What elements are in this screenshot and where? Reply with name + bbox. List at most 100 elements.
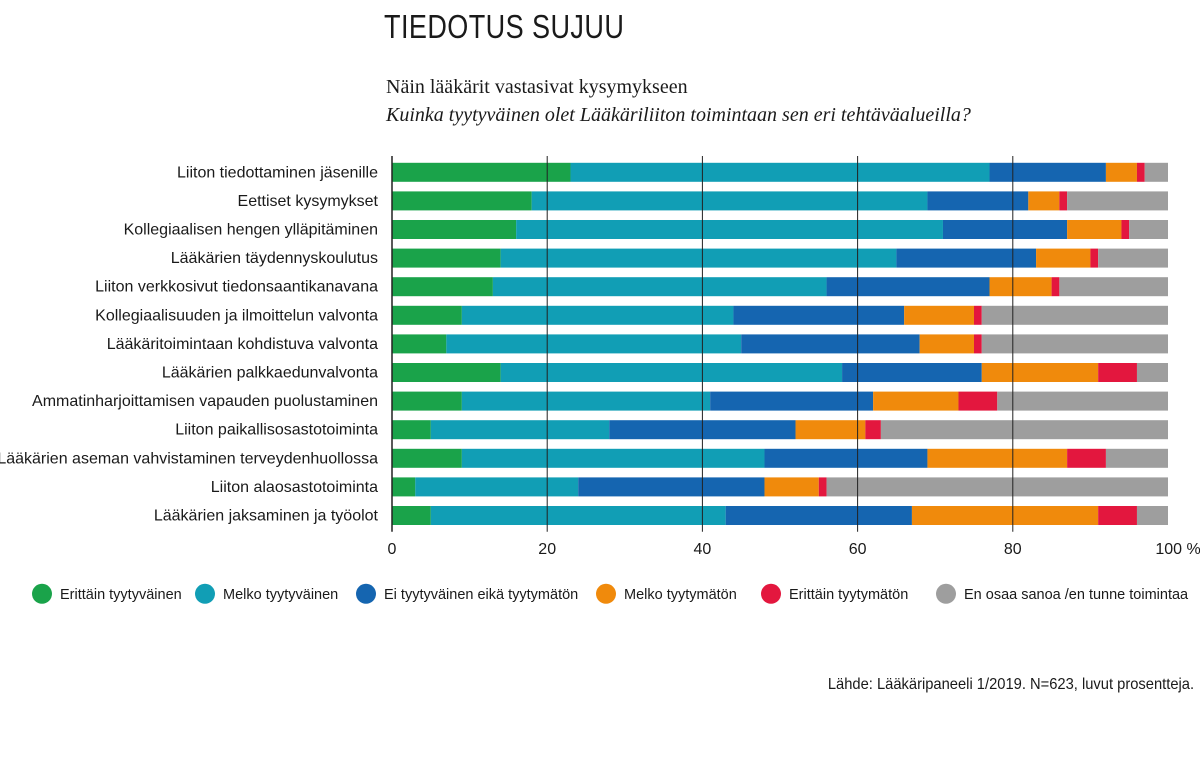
bar-segment <box>1067 220 1122 239</box>
bar-segment <box>392 277 493 297</box>
bar-segment <box>446 334 742 354</box>
category-label: Lääkärien aseman vahvistaminen terveyden… <box>0 450 378 467</box>
bar-segment <box>911 506 1099 525</box>
category-label: Liiton verkkosivut tiedonsaantikanavana <box>95 279 378 296</box>
bar-segment <box>570 162 990 182</box>
x-tick-label: 100 % <box>1155 541 1200 558</box>
bar-segment <box>1144 162 1168 182</box>
bar-segment <box>764 448 928 468</box>
bar-segment <box>1098 363 1137 382</box>
bar-segment <box>1136 506 1168 525</box>
bar-segment <box>415 477 579 497</box>
bar-segment <box>826 477 1168 497</box>
bar-segment <box>1129 220 1168 239</box>
bar-segment <box>392 305 462 325</box>
bar-segment <box>1105 448 1168 468</box>
bar-segment <box>826 277 990 297</box>
category-label: Lääkärien täydennyskoulutus <box>171 250 378 267</box>
bar-segment <box>989 277 1052 297</box>
x-tick-label: 60 <box>849 541 867 558</box>
bar-segment <box>500 248 897 268</box>
bar-segment <box>997 391 1168 411</box>
x-tick-label: 0 <box>388 541 397 558</box>
bar-segment <box>733 305 905 325</box>
legend-label: En osaa sanoa /en tunne toimintaa <box>964 587 1189 603</box>
chart-subtitle: Näin lääkärit vastasivat kysymykseen <box>386 76 688 98</box>
bar-segment <box>461 305 734 325</box>
x-tick-label: 40 <box>694 541 712 558</box>
bar-segment <box>531 191 928 211</box>
x-tick-label: 20 <box>538 541 556 558</box>
bar-segment <box>880 420 1168 440</box>
bar-segment <box>1121 220 1130 239</box>
bar-segment <box>461 448 765 468</box>
bar-segment <box>392 248 501 268</box>
bar-segment <box>1098 506 1137 525</box>
bar-segment <box>1036 248 1091 268</box>
legend-marker <box>195 583 215 604</box>
category-label: Lääkärien palkkaedunvalvonta <box>162 365 378 382</box>
bar-segment <box>392 506 431 525</box>
bar-segment <box>392 420 431 440</box>
bar-segment <box>818 477 827 497</box>
source-note: Lähde: Lääkäripaneeli 1/2019. N=623, luv… <box>827 676 1194 693</box>
bar-segment <box>500 363 843 382</box>
bar-segment <box>865 420 881 440</box>
bar-segment <box>896 248 1037 268</box>
bar-segment <box>974 305 982 325</box>
bar-segment <box>430 420 610 440</box>
category-label: Kollegiaalisen hengen ylläpitäminen <box>124 222 378 239</box>
bar-segment <box>578 477 765 497</box>
bar-segment <box>430 506 726 525</box>
bar-segment <box>981 334 1168 354</box>
bar-segment <box>725 506 912 525</box>
chart-question: Kuinka tyytyväinen olet Lääkäriliiton to… <box>386 104 971 126</box>
bar-segment <box>392 391 462 411</box>
legend-label: Melko tyytyväinen <box>223 587 338 603</box>
bar-segment <box>764 477 819 497</box>
category-label: Liiton paikallisosastotoiminta <box>175 422 378 439</box>
bar-segment <box>1051 277 1060 297</box>
x-tick-label: 80 <box>1004 541 1022 558</box>
bar-segment <box>1067 448 1106 468</box>
bar-segment <box>1136 363 1168 382</box>
bar-segment <box>461 391 711 411</box>
bar-segment <box>392 363 501 382</box>
bar-segment <box>981 363 1099 382</box>
bar-segment <box>392 191 532 211</box>
bar-segment <box>1090 248 1099 268</box>
bar-segment <box>1067 191 1168 211</box>
legend-marker <box>32 583 52 604</box>
bar-segment <box>1059 277 1168 297</box>
legend-marker <box>596 583 616 604</box>
bar-segment <box>392 162 571 182</box>
bar-segment <box>392 334 447 354</box>
category-label: Ammatinharjoittamisen vapauden puolustam… <box>32 393 378 410</box>
legend-marker <box>761 583 781 604</box>
legend-marker <box>936 583 956 604</box>
legend-marker <box>356 583 376 604</box>
bar-segment <box>1098 248 1168 268</box>
stacked-bar-chart: Liiton tiedottaminen jäsenille Eettiset k… <box>0 156 1200 604</box>
bar-segment <box>1105 162 1137 182</box>
bar-segment <box>710 391 874 411</box>
category-label: Lääkäritoimintaan kohdistuva valvonta <box>107 336 378 353</box>
bar-segment <box>981 305 1168 325</box>
bar-segment <box>927 448 1068 468</box>
bar-segment <box>516 220 943 239</box>
bar-segment <box>974 334 982 354</box>
bar-segment <box>842 363 982 382</box>
bar-segment <box>989 162 1106 182</box>
legend-label: Erittäin tyytymätön <box>789 587 908 603</box>
bar-segment <box>795 420 866 440</box>
bar-segment <box>1059 191 1068 211</box>
bar-segment <box>958 391 998 411</box>
category-label: Kollegiaalisuuden ja ilmoittelun valvont… <box>95 307 378 324</box>
chart-title: TIEDOTUS SUJUU <box>384 8 625 45</box>
bar-segment <box>1136 162 1145 182</box>
bar-segment <box>392 477 416 497</box>
category-label: Liiton tiedottaminen jäsenille <box>177 164 378 181</box>
bar-segment <box>741 334 920 354</box>
bar-segment <box>919 334 974 354</box>
bar-segment <box>492 277 827 297</box>
